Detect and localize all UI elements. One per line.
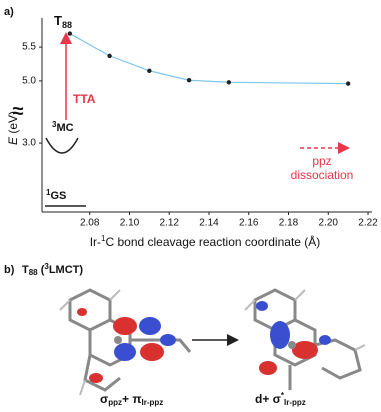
lobe xyxy=(160,334,176,346)
y-axis-label: E (eV) xyxy=(6,111,20,145)
y-tick-label: 5.0 xyxy=(22,76,36,87)
panel-b-title: T88 (3LMCT) xyxy=(22,262,83,277)
panel-label: a) xyxy=(4,6,14,18)
panel-label: b) xyxy=(4,264,15,276)
title-sub: 88 xyxy=(29,268,38,277)
x-label-part: C bond cleavage reaction coordinate (Å) xyxy=(105,234,320,249)
data-point xyxy=(226,80,232,85)
t88-sub: 88 xyxy=(62,20,72,30)
ppz-label: ppz xyxy=(312,154,331,168)
t88-main: T xyxy=(54,13,62,28)
y-label-symbol: E xyxy=(6,136,20,145)
data-point xyxy=(345,81,351,86)
title-part: ( xyxy=(38,264,45,276)
pi: π xyxy=(132,392,141,406)
orbital-label: d+ σ*Ir-ppz xyxy=(255,391,306,407)
sub: Ir-ppz xyxy=(142,398,164,407)
sub: ppz xyxy=(108,398,122,407)
x-tick-label: 2.20 xyxy=(319,218,339,229)
orbital-label: σppz+ πIr-ppz xyxy=(100,392,163,407)
x-tick-label: 2.22 xyxy=(358,218,378,229)
title-part: LMCT) xyxy=(49,264,84,276)
right-molecule xyxy=(244,288,366,390)
x-tick-label: 2.12 xyxy=(159,218,179,229)
ring xyxy=(314,338,362,380)
y-tick-label: 3.0 xyxy=(22,138,36,149)
star: * xyxy=(281,391,285,400)
title-part: T xyxy=(22,264,29,276)
data-point xyxy=(107,53,112,59)
gs-label: 1GS xyxy=(46,188,66,202)
sub: Ir-ppz xyxy=(284,398,306,407)
lobe xyxy=(259,361,277,375)
x-tick-label: 2.10 xyxy=(120,218,140,229)
lobe xyxy=(77,308,87,316)
data-point xyxy=(186,78,192,83)
lobe xyxy=(114,343,136,361)
lobe xyxy=(113,317,137,335)
sigma: σ xyxy=(273,392,281,406)
atom xyxy=(114,336,122,344)
left-orbital-lobes xyxy=(77,308,176,383)
bond xyxy=(59,289,121,396)
x-tick-label: 2.18 xyxy=(279,218,299,229)
y-label-unit: (eV) xyxy=(6,111,20,137)
bond xyxy=(130,338,192,353)
series-line xyxy=(69,33,349,85)
lobe xyxy=(140,343,164,361)
x-label-part: Ir- xyxy=(90,235,101,249)
ring xyxy=(83,354,121,392)
x-tick-label: 2.16 xyxy=(239,218,259,229)
lobe xyxy=(256,301,268,311)
data-point xyxy=(147,68,152,73)
mc-well xyxy=(45,137,79,154)
axis-break: ≈ xyxy=(13,100,24,122)
x-tick-label: 2.08 xyxy=(80,218,100,229)
lobe xyxy=(319,335,331,345)
gs-sup: 1 xyxy=(46,188,51,197)
x-axis-label: Ir-1C bond cleavage reaction coordinate … xyxy=(90,234,321,249)
lobe xyxy=(89,373,103,383)
mc-sup: 3 xyxy=(52,120,57,129)
plus: + xyxy=(122,392,132,406)
x-label-sup: 1 xyxy=(101,234,106,243)
mc-label: 3MC xyxy=(52,120,74,134)
y-tick-label: 5.5 xyxy=(22,42,36,53)
bond xyxy=(244,289,366,351)
data-point xyxy=(67,31,73,36)
tta-label: TTA xyxy=(73,92,96,106)
lobe xyxy=(292,341,318,359)
sigma: σ xyxy=(100,392,108,406)
ppz-label: dissociation xyxy=(291,168,354,182)
lobe xyxy=(270,321,290,349)
mc-main: MC xyxy=(56,122,73,134)
x-tick-label: 2.14 xyxy=(199,218,219,229)
title-sup: 3 xyxy=(44,262,49,271)
gs-main: GS xyxy=(50,190,66,202)
right-orbital-lobes xyxy=(256,301,331,375)
lobe xyxy=(139,317,161,335)
ring xyxy=(273,318,317,367)
ring xyxy=(68,288,112,332)
atom xyxy=(288,341,296,349)
d-plus: d+ xyxy=(255,392,273,406)
t88-label: T88 xyxy=(54,13,72,30)
